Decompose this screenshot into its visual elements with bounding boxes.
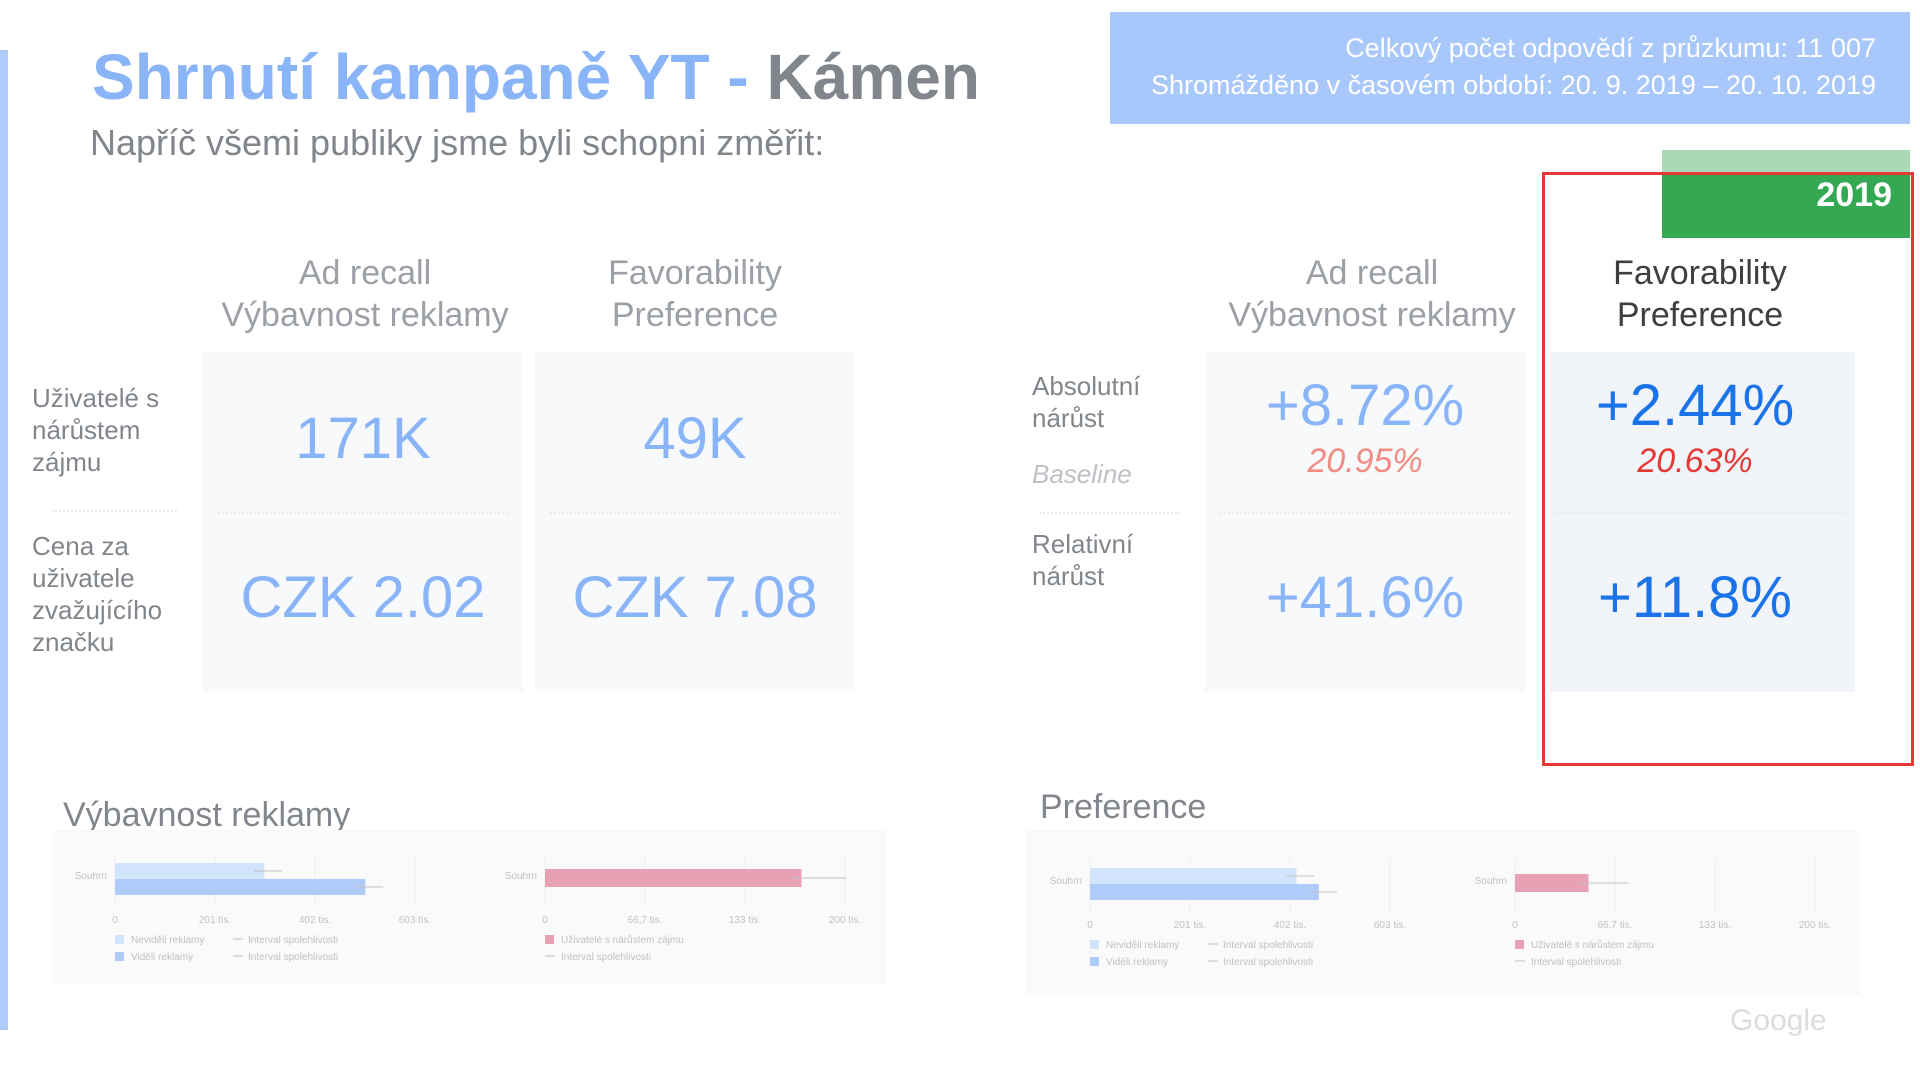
title-campaign: Shrnutí kampaně YT -	[92, 41, 749, 113]
chart-tick-label: 66,7 tis.	[1597, 920, 1632, 931]
chart-preference-audience: 0 201 tis. 402 tis. 603 tis. Souhrn Neviděli …	[1050, 858, 1406, 968]
chart-tick-label: 0	[112, 915, 118, 926]
legend-label: Viděli reklamy	[1106, 957, 1168, 968]
legend-label: Neviděli reklamy	[1106, 940, 1179, 951]
chart-tick-label: 200 tis.	[1799, 920, 1831, 931]
value-favorability-relative: +11.8%	[1597, 565, 1793, 630]
chart-bar	[1090, 884, 1319, 900]
year-tab: 2019	[1662, 172, 1910, 238]
chart-tick-label: 66,7 tis.	[627, 915, 662, 926]
row-divider	[1555, 512, 1845, 514]
value-favorability-cost: CZK 7.08	[572, 565, 818, 630]
right-col1-header: Ad recall Výbavnost reklamy	[1228, 254, 1516, 334]
right-card-col2	[1550, 352, 1855, 692]
survey-info-box: Celkový počet odpovědí z průzkumu: 11 00…	[1110, 12, 1910, 124]
chart-tick-label: 201 tis.	[199, 915, 231, 926]
page-subtitle: Napříč všemi publiky jsme byli schopni z…	[90, 122, 825, 163]
legend-label: Neviděli reklamy	[131, 935, 204, 946]
legend-swatch	[1090, 957, 1099, 966]
survey-responses: Celkový počet odpovědí z průzkumu: 11 00…	[1345, 33, 1876, 63]
chart-panel-adrecall	[52, 830, 887, 985]
chart-tick-label: 0	[542, 915, 548, 926]
survey-period: Shromážděno v časovém období: 20. 9. 201…	[1150, 70, 1876, 100]
chart-bar	[1515, 874, 1589, 892]
row-label-baseline: Baseline	[1032, 459, 1132, 489]
legend-label: Viděli reklamy	[131, 952, 193, 963]
chart-tick-label: 402 tis.	[1274, 920, 1306, 931]
right-card-col1	[1205, 352, 1525, 692]
row-label-absolute-lift: Absolutní nárůst	[1032, 371, 1141, 433]
section-title-adrecall: Výbavnost reklamy	[63, 796, 351, 834]
legend-ci-label: Interval spolehlivosti	[1531, 957, 1621, 968]
chart-category-label: Souhrn	[1050, 876, 1082, 887]
legend-swatch	[115, 935, 124, 944]
chart-tick-label: 402 tis.	[299, 915, 331, 926]
chart-preference-interest: 0 66,7 tis. 133 tis. 200 tis. Souhrn Uživatel…	[1475, 858, 1831, 968]
chart-bar	[1090, 868, 1297, 884]
google-logo: Google	[1730, 1004, 1827, 1037]
chart-tick-label: 603 tis.	[399, 915, 431, 926]
legend-ci-label: Interval spolehlivosti	[561, 952, 651, 963]
chart-adrecall-interest: 0 66,7 tis. 133 tis. 200 tis. Souhrn Uživatel…	[505, 853, 861, 963]
chart-tick-label: 133 tis.	[729, 915, 761, 926]
left-card-col2	[535, 352, 855, 692]
value-favorability-users: 49K	[643, 406, 747, 471]
chart-tick-label: 603 tis.	[1374, 920, 1406, 931]
left-col2-header: Favorability Preference	[608, 254, 782, 334]
value-adrecall-absolute: +8.72%	[1265, 373, 1465, 438]
left-accent-rule	[0, 50, 8, 1030]
title-brand: Kámen	[766, 41, 980, 113]
chart-bar	[545, 869, 802, 887]
row-label-interest-users: Uživatelé s nárůstem zájmu	[32, 383, 160, 477]
right-col2-header: Favorability Preference	[1613, 254, 1787, 334]
chart-bar	[115, 879, 366, 895]
chart-tick-label: 133 tis.	[1699, 920, 1731, 931]
legend-swatch	[1090, 940, 1099, 949]
legend-swatch	[1515, 940, 1524, 949]
section-title-preference: Preference	[1040, 788, 1207, 826]
row-divider	[550, 512, 840, 514]
chart-bar	[115, 863, 265, 879]
value-adrecall-relative: +41.6%	[1265, 565, 1465, 630]
chart-panel-preference	[1025, 830, 1860, 995]
value-adrecall-users: 171K	[295, 406, 431, 471]
legend-label: Uživatelé s nárůstem zájmu	[1531, 939, 1654, 951]
chart-adrecall-audience: 0 201 tis. 402 tis. 603 tis. Souhrn Neviděli …	[75, 853, 431, 963]
chart-category-label: Souhrn	[1475, 876, 1507, 887]
row-label-relative-lift: Relativní nárůst	[1032, 529, 1134, 591]
row-label-cost-per-user: Cena za uživatele zvažujícího značku	[32, 531, 163, 657]
row-divider	[1040, 512, 1180, 514]
legend-ci-label: Interval spolehlivosti	[248, 935, 338, 946]
legend-ci-label: Interval spolehlivosti	[1223, 940, 1313, 951]
chart-category-label: Souhrn	[75, 871, 107, 882]
legend-label: Uživatelé s nárůstem zájmu	[561, 934, 684, 946]
chart-tick-label: 0	[1087, 920, 1093, 931]
row-divider	[218, 512, 508, 514]
row-divider	[52, 510, 177, 512]
legend-swatch	[545, 935, 554, 944]
legend-ci-label: Interval spolehlivosti	[248, 952, 338, 963]
legend-ci-label: Interval spolehlivosti	[1223, 957, 1313, 968]
chart-tick-label: 0	[1512, 920, 1518, 931]
chart-tick-label: 201 tis.	[1174, 920, 1206, 931]
legend-swatch	[115, 952, 124, 961]
highlight-frame	[1542, 172, 1914, 766]
left-col1-header: Ad recall Výbavnost reklamy	[221, 254, 509, 334]
value-favorability-absolute: +2.44%	[1595, 373, 1795, 438]
left-card-col1	[203, 352, 523, 692]
chart-tick-label: 200 tis.	[829, 915, 861, 926]
page-title: Shrnutí kampaně YT - Kámen	[92, 40, 980, 114]
value-adrecall-cost: CZK 2.02	[240, 565, 486, 630]
chart-category-label: Souhrn	[505, 871, 537, 882]
value-favorability-baseline: 20.63%	[1637, 442, 1753, 480]
row-divider	[1220, 512, 1510, 514]
value-adrecall-baseline: 20.95%	[1307, 442, 1423, 480]
